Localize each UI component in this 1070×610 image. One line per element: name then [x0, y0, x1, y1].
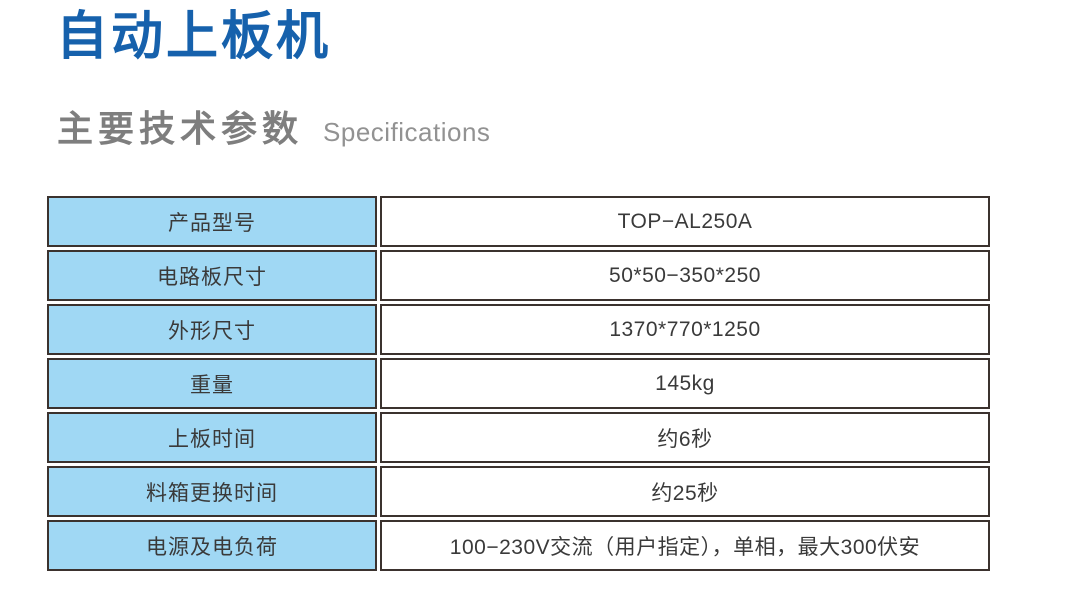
- section-heading-english: Specifications: [323, 117, 491, 147]
- spec-value: 约6秒: [380, 412, 990, 463]
- spec-value: 约25秒: [380, 466, 990, 517]
- spec-value: TOP−AL250A: [380, 196, 990, 247]
- table-row: 料箱更换时间 约25秒: [47, 466, 990, 517]
- spec-value: 145kg: [380, 358, 990, 409]
- table-row: 产品型号 TOP−AL250A: [47, 196, 990, 247]
- table-row: 外形尺寸 1370*770*1250: [47, 304, 990, 355]
- spec-label: 重量: [47, 358, 377, 409]
- spec-label: 上板时间: [47, 412, 377, 463]
- table-row: 电路板尺寸 50*50−350*250: [47, 250, 990, 301]
- section-heading: 主要技术参数 Specifications: [57, 100, 490, 152]
- section-heading-chinese: 主要技术参数: [57, 108, 304, 149]
- spec-label: 电源及电负荷: [47, 520, 377, 571]
- specifications-table: 产品型号 TOP−AL250A 电路板尺寸 50*50−350*250 外形尺寸…: [44, 193, 993, 574]
- spec-label: 料箱更换时间: [47, 466, 377, 517]
- spec-value: 50*50−350*250: [380, 250, 990, 301]
- table-row: 重量 145kg: [47, 358, 990, 409]
- spec-label: 电路板尺寸: [47, 250, 377, 301]
- page-title: 自动上板机: [56, 8, 332, 66]
- table-row: 上板时间 约6秒: [47, 412, 990, 463]
- table-row: 电源及电负荷 100−230V交流（用户指定），单相，最大300伏安: [47, 520, 990, 571]
- spec-value: 100−230V交流（用户指定），单相，最大300伏安: [380, 520, 990, 571]
- spec-label: 产品型号: [47, 196, 377, 247]
- spec-value: 1370*770*1250: [380, 304, 990, 355]
- spec-label: 外形尺寸: [47, 304, 377, 355]
